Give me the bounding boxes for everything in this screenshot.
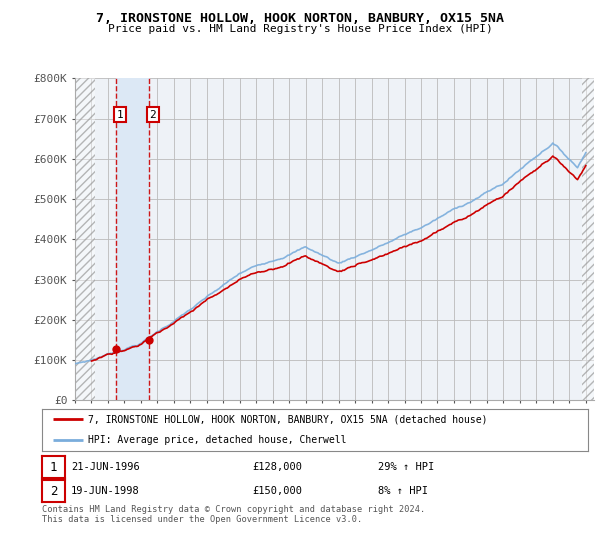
Text: 19-JUN-1998: 19-JUN-1998 — [71, 486, 140, 496]
Text: Contains HM Land Registry data © Crown copyright and database right 2024.
This d: Contains HM Land Registry data © Crown c… — [42, 505, 425, 524]
Text: 21-JUN-1996: 21-JUN-1996 — [71, 462, 140, 472]
Text: 1: 1 — [116, 110, 123, 120]
Text: £150,000: £150,000 — [252, 486, 302, 496]
Text: Price paid vs. HM Land Registry's House Price Index (HPI): Price paid vs. HM Land Registry's House … — [107, 24, 493, 34]
Text: HPI: Average price, detached house, Cherwell: HPI: Average price, detached house, Cher… — [88, 435, 347, 445]
Text: 2: 2 — [50, 484, 57, 498]
Text: 7, IRONSTONE HOLLOW, HOOK NORTON, BANBURY, OX15 5NA: 7, IRONSTONE HOLLOW, HOOK NORTON, BANBUR… — [96, 12, 504, 25]
Text: £128,000: £128,000 — [252, 462, 302, 472]
Bar — [116, 78, 149, 400]
Text: 2: 2 — [149, 110, 156, 120]
Text: 7, IRONSTONE HOLLOW, HOOK NORTON, BANBURY, OX15 5NA (detached house): 7, IRONSTONE HOLLOW, HOOK NORTON, BANBUR… — [88, 414, 488, 424]
Text: 1: 1 — [50, 460, 57, 474]
Text: 29% ↑ HPI: 29% ↑ HPI — [378, 462, 434, 472]
Text: 8% ↑ HPI: 8% ↑ HPI — [378, 486, 428, 496]
